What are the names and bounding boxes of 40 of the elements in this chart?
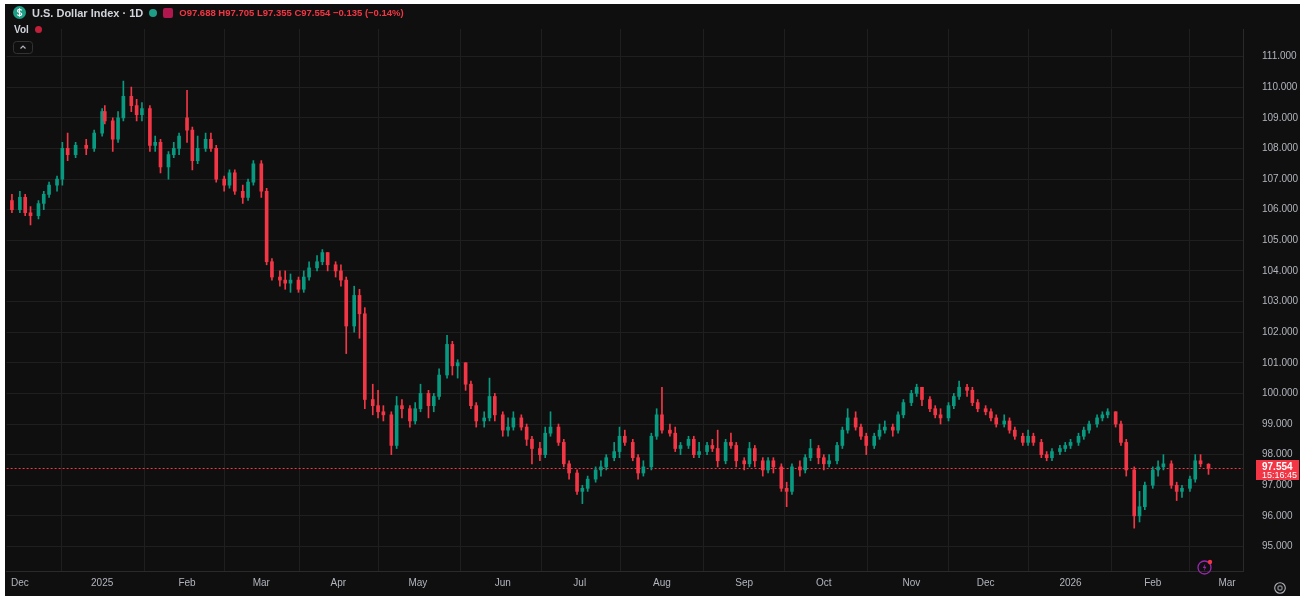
y-tick-label: 108.000 bbox=[1262, 142, 1299, 154]
x-tick-label: Jul bbox=[573, 576, 587, 588]
x-tick-label: Jun bbox=[494, 576, 511, 588]
x-tick-label: 2025 bbox=[91, 576, 114, 588]
y-tick-label: 99.000 bbox=[1262, 417, 1294, 429]
y-tick-label: 103.000 bbox=[1262, 295, 1299, 307]
x-tick-label: Feb bbox=[178, 576, 197, 588]
x-tick-label: Dec bbox=[976, 576, 995, 588]
x-tick-label: Dec bbox=[10, 576, 29, 588]
y-tick-label: 111.000 bbox=[1262, 50, 1298, 62]
y-tick-label: 104.000 bbox=[1262, 264, 1299, 276]
x-tick-label: Feb bbox=[1144, 576, 1162, 588]
y-tick-label: 102.000 bbox=[1262, 325, 1299, 337]
y-tick-label: 97.000 bbox=[1262, 479, 1294, 491]
x-tick-label: 2026 bbox=[1059, 576, 1083, 588]
x-tick-label: Nov bbox=[902, 576, 921, 588]
y-tick-label: 100.000 bbox=[1262, 387, 1299, 399]
text: 15:16:45 bbox=[1262, 469, 1298, 480]
candlestick bbox=[400, 399, 404, 419]
y-tick-label: 95.000 bbox=[1262, 540, 1294, 552]
x-tick-label: May bbox=[408, 576, 428, 588]
x-tick-label: Mar bbox=[252, 576, 271, 588]
x-tick-label: Mar bbox=[1218, 576, 1237, 588]
y-tick-label: 98.000 bbox=[1262, 448, 1294, 460]
x-tick-label: Apr bbox=[330, 576, 347, 588]
chart-title: U.S. Dollar Index · 1D bbox=[32, 6, 144, 19]
x-tick-label: Oct bbox=[816, 576, 832, 588]
y-tick-label: 106.000 bbox=[1262, 203, 1299, 215]
x-tick-label: Sep bbox=[735, 576, 754, 588]
y-tick-label: 109.000 bbox=[1262, 111, 1299, 123]
y-tick-label: 105.000 bbox=[1262, 234, 1299, 246]
y-tick-label: 96.000 bbox=[1262, 509, 1294, 521]
ref-line-label: 97.554 bbox=[1262, 460, 1294, 472]
y-tick-label: 107.000 bbox=[1262, 172, 1299, 184]
y-tick-label: 101.000 bbox=[1262, 356, 1299, 368]
candlestick bbox=[185, 89, 189, 143]
annotation: Vol bbox=[14, 23, 29, 35]
text: O97.688 H97.705 L97.355 C97.554 −0.135 (−0.14%) bbox=[179, 7, 404, 18]
y-tick-label: 110.000 bbox=[1262, 80, 1298, 92]
x-tick-label: Aug bbox=[653, 576, 671, 588]
